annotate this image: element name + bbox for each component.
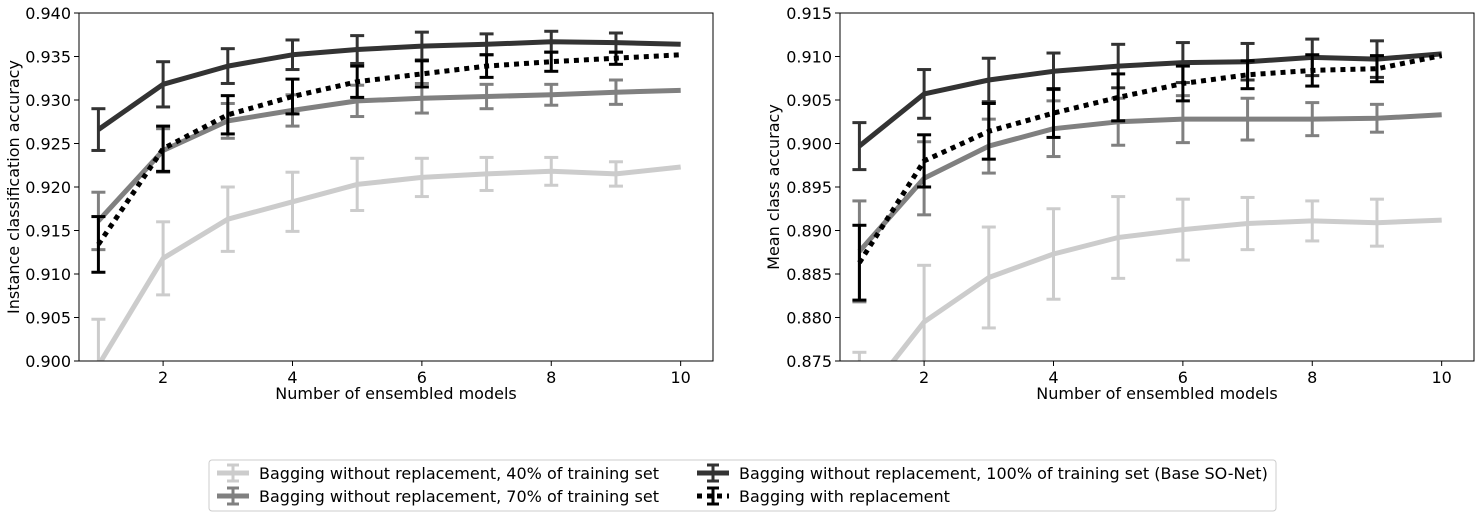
series-1 [852,195,1442,361]
series-line [857,51,1442,149]
legend-label: Bagging with replacement [739,487,950,506]
legend-item: Bagging with replacement [697,486,950,506]
legend-label: Bagging without replacement, 40% of trai… [259,464,659,483]
y-tick-label: 0.875 [786,352,832,371]
x-tick-label: 8 [546,368,556,387]
y-tick-label: 0.915 [786,4,832,23]
y-tick-label: 0.900 [786,135,832,154]
y-tick-label: 0.940 [25,4,71,23]
y-axis-label: Mean class accuracy [764,104,783,270]
y-tick-label: 0.925 [25,135,71,154]
y-axis-label: Instance classification accuracy [4,60,23,314]
x-axis-label: Number of ensembled models [1036,384,1277,403]
x-tick-label: 2 [919,368,929,387]
series-line [96,87,681,223]
x-tick-label: 4 [1048,368,1058,387]
x-tick-label: 6 [417,368,427,387]
x-tick-label: 10 [670,368,690,387]
legend-box [208,459,1277,512]
series-line [890,217,1442,361]
y-tick-label: 0.915 [25,222,71,241]
series-line [98,164,681,361]
x-axis-label: Number of ensembled models [275,384,516,403]
y-tick-label: 0.930 [25,91,71,110]
x-tick-label: 2 [158,368,168,387]
y-tick-label: 0.900 [25,352,71,371]
chart-legend: Bagging without replacement, 40% of trai… [208,459,1277,512]
x-tick-label: 4 [287,368,297,387]
legend-item: Bagging without replacement, 100% of tra… [697,463,1268,483]
y-tick-label: 0.935 [25,48,71,67]
y-tick-label: 0.885 [786,265,832,284]
y-tick-label: 0.905 [786,91,832,110]
series-4 [852,53,1443,302]
x-tick-label: 10 [1431,368,1451,387]
legend-label: Bagging without replacement, 100% of tra… [739,464,1268,483]
x-tick-label: 8 [1307,368,1317,387]
plot-area [852,37,1443,361]
series-line [857,112,1442,254]
right-plot-panel: 2 4 6 8 10 0.875 0.880 0.885 0.890 0.895 0.900 0.90… [764,4,1475,403]
y-tick-label: 0.880 [786,309,832,328]
x-tick-label: 6 [1178,368,1188,387]
series-line [96,39,681,132]
y-tick-label: 0.910 [25,265,71,284]
legend-item: Bagging without replacement, 70% of trai… [217,486,659,506]
y-tick-label: 0.895 [786,178,832,197]
y-tick-label: 0.905 [25,309,71,328]
y-tick-label: 0.890 [786,222,832,241]
plot-area [91,29,681,361]
legend-label: Bagging without replacement, 70% of trai… [259,487,659,506]
series-4 [91,50,681,274]
series-line [96,52,681,246]
left-plot-panel: 2 4 6 8 10 0.900 0.905 0.910 0.915 0.920 0.925 0.93… [4,4,714,403]
series-1 [91,155,681,361]
y-tick-label: 0.920 [25,178,71,197]
legend-item: Bagging without replacement, 40% of trai… [217,463,659,483]
series-line [857,53,1443,265]
y-tick-label: 0.910 [786,48,832,67]
